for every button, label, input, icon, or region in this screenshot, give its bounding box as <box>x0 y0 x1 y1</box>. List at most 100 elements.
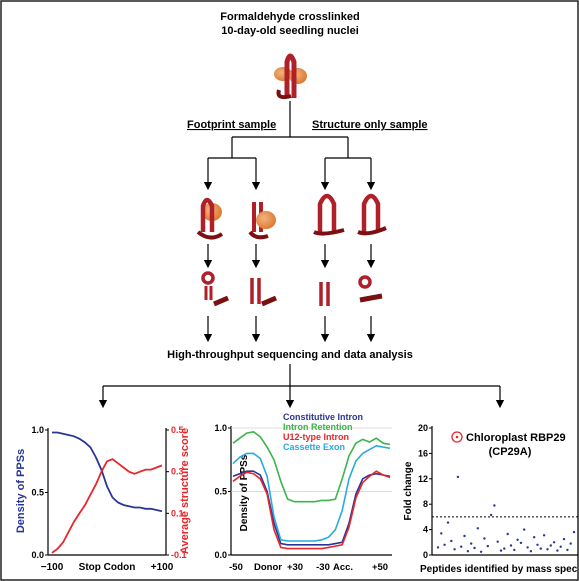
structure-rna-1-icon <box>313 193 345 236</box>
sequencing-label: High-throughput sequencing and data anal… <box>167 349 413 361</box>
chart3-data-point <box>506 532 509 536</box>
chart3-data-point <box>473 546 476 550</box>
density-series-line <box>52 431 163 513</box>
chart3-data-point <box>556 549 559 552</box>
chart2-ytick-label: 1.0 <box>214 423 227 433</box>
structure-fragment-2-icon <box>358 275 383 303</box>
chart3-data-point <box>503 547 506 550</box>
mass-spec-chart: 0 4 8 12 16 20 Fold change Peptides identifie… <box>403 423 578 575</box>
chart3-data-point <box>569 542 572 545</box>
chart2-ytick-label: 0.0 <box>214 550 227 560</box>
chart2-legend-entry: Intron Retention <box>283 422 353 432</box>
chart2-ylabel: Density of PPSs <box>239 454 250 531</box>
chart1-xlabel: Stop Codon <box>79 562 136 573</box>
chart3-data-point <box>546 548 549 551</box>
chart3-data-point <box>479 550 483 553</box>
digest-arrows <box>203 244 376 269</box>
chart3-data-point <box>566 548 569 552</box>
chart2-series-line <box>232 470 391 546</box>
chart3-data-point <box>526 546 529 549</box>
chart3-data-point <box>499 549 503 552</box>
chart3-data-point <box>536 543 539 546</box>
chart1-ytick-label: 0.5 <box>31 488 44 498</box>
structure-fragment-1-icon <box>319 282 330 306</box>
chart1-xtick-left: −100 <box>41 562 64 573</box>
footprint-complex-1-icon <box>196 197 224 240</box>
chart3-data-point <box>539 547 542 550</box>
chart3-ytick-label: 20 <box>418 423 428 433</box>
chart3-data-point <box>559 545 562 548</box>
chart3-data-point <box>562 537 566 541</box>
chart3-data-point <box>466 550 470 553</box>
chart1-ytick-right-label: -0.1 <box>171 550 187 560</box>
chart2-xtick-label: +30 <box>287 562 303 573</box>
chart3-data-point <box>476 527 479 530</box>
chart3-data-point <box>489 513 493 517</box>
chart3-data-point <box>533 536 536 539</box>
sequencing-arrows <box>203 316 376 343</box>
stop-codon-chart: 0.00.51.0 -0.10.10.30.5 Density of PPSs … <box>15 425 191 573</box>
structure-rna-2-icon <box>357 193 387 236</box>
chart2-ytick-label: 0.5 <box>214 487 227 497</box>
chart1-ytick-label: 0.0 <box>31 550 44 560</box>
annotation-line1: Chloroplast RBP29 <box>466 432 566 444</box>
chart1-ytick-label: 1.0 <box>31 425 44 435</box>
chart3-data-point <box>542 534 546 537</box>
chart1-ylabel: Density of PPSs <box>15 449 27 533</box>
chart3-data-point <box>450 539 453 543</box>
chart3-data-point <box>552 541 556 544</box>
chart3-data-point <box>446 521 450 524</box>
chart3-data-point <box>509 544 513 547</box>
chart3-data-point <box>463 534 466 538</box>
chart2-series-line <box>232 430 391 503</box>
chart3-ytick-label: 4 <box>423 525 428 535</box>
annotation-line2: (CP29A) <box>489 446 532 458</box>
chart1-ytick-right-label: 0.3 <box>171 467 184 477</box>
chart3-data-point <box>513 548 516 552</box>
structure-only-label: Structure only sample <box>312 119 428 131</box>
footprint-sample-label: Footprint sample <box>187 119 276 131</box>
chart2-series-line <box>232 470 391 550</box>
chart3-data-point <box>516 538 519 541</box>
chart2-xtick-label: -50 <box>229 562 243 573</box>
chart3-data-point <box>572 530 576 534</box>
chart3-data-point <box>483 537 486 540</box>
chart3-data-point <box>493 504 496 507</box>
structure-score-series-line <box>51 458 163 554</box>
chart3-data-point <box>460 545 463 548</box>
chart3-data-point <box>440 532 443 535</box>
chart1-ytick-right-label: 0.1 <box>171 508 184 518</box>
chart3-data-point <box>519 541 523 545</box>
chart1-xtick-right: +100 <box>151 562 174 573</box>
chart2-xtick-label: Donor <box>254 562 282 573</box>
chart3-data-point <box>523 528 526 531</box>
footprint-fragment-2-icon <box>250 278 277 307</box>
chart2-legend-entry: Constitutive Intron <box>283 412 363 422</box>
chart3-data-point <box>443 543 446 546</box>
chart2-legend-entry: U12-type Intron <box>283 432 349 442</box>
chart3-ytick-label: 12 <box>418 474 428 484</box>
chart3-data-point <box>453 548 456 551</box>
chart2-xtick-label: -30 <box>316 562 330 573</box>
chart3-data-point <box>456 475 460 479</box>
chart1-ytick-right-label: 0.5 <box>171 425 184 435</box>
workflow-title-line1: Formaldehyde crosslinked <box>220 11 359 23</box>
chart3-data-point <box>496 540 499 543</box>
chart3-ylabel: Fold change <box>403 461 414 520</box>
footprint-fragment-1-icon <box>201 271 229 307</box>
chart3-data-point <box>436 546 440 549</box>
chart3-ytick-label: 16 <box>418 448 428 458</box>
analysis-arrows <box>98 364 505 409</box>
crosslinked-complex-icon <box>274 53 307 100</box>
splice-site-chart: 0.0 0.5 1.0 Density of PPSs -50 Donor +30 -30… <box>214 412 392 573</box>
chart3-ytick-label: 0 <box>423 550 428 560</box>
workflow-title-line2: 10-day-old seedling nuclei <box>221 25 359 37</box>
highlight-marker-icon <box>451 431 463 443</box>
chart3-xlabel: Peptides identified by mass spec <box>420 564 578 575</box>
chart2-xtick-label: Acc. <box>333 562 353 573</box>
chart3-data-point <box>486 544 489 548</box>
chart3-ytick-label: 8 <box>423 499 428 509</box>
highlight-marker-dot <box>455 435 459 439</box>
